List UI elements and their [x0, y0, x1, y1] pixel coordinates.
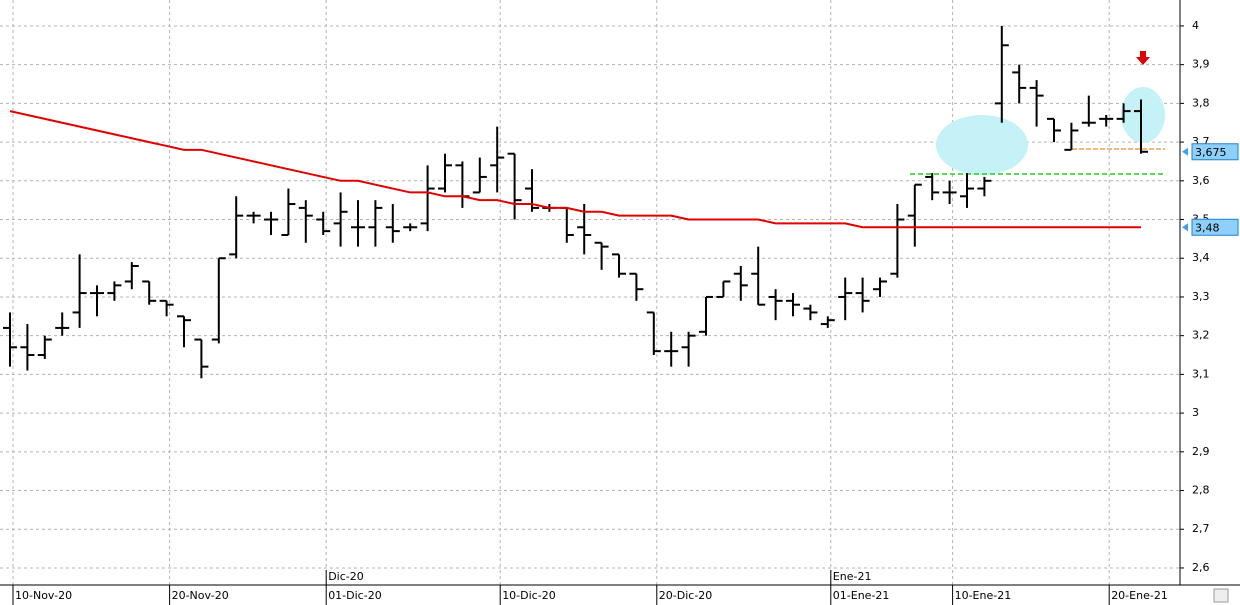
price-tag-pointer: [1182, 147, 1188, 156]
price-tag-label: 3,675: [1195, 146, 1227, 159]
y-tick-label: 2,7: [1192, 522, 1210, 535]
plot: [3, 25, 1148, 379]
y-tick-label: 3,2: [1192, 329, 1210, 342]
y-tick-label: 3,3: [1192, 290, 1210, 303]
y-tick-label: 4: [1192, 19, 1199, 32]
y-tick-label: 2,9: [1192, 445, 1210, 458]
icon[interactable]: [1213, 588, 1229, 603]
y-tick-label: 2,8: [1192, 484, 1210, 497]
x-tick-label: 20-Ene-21: [1111, 589, 1168, 602]
x-tick-label: 20-Dic-20: [659, 589, 713, 602]
arrow-down: [1136, 51, 1150, 65]
month-label: Ene-21: [833, 570, 872, 583]
y-tick-label: 3,9: [1192, 58, 1210, 71]
price-tag: [1191, 218, 1239, 236]
price-tag-label: 3,48: [1195, 221, 1220, 234]
month-label: Dic-20: [328, 570, 364, 583]
x-tick-label: 01-Ene-21: [833, 589, 890, 602]
y-tick-label: 3: [1192, 406, 1199, 419]
x-tick-label: 10-Nov-20: [15, 589, 72, 602]
highlight: [1121, 87, 1165, 143]
price-tag: [1191, 143, 1239, 161]
moving-average: [9, 110, 1141, 229]
grid: [0, 0, 1180, 585]
y-tick-label: 2,6: [1192, 561, 1210, 574]
x-tick-label: 01-Dic-20: [328, 589, 382, 602]
price-tag-pointer: [1182, 223, 1188, 232]
y-tick-label: 3,6: [1192, 174, 1210, 187]
y-tick-label: 3,1: [1192, 367, 1210, 380]
x-tick-label: 20-Nov-20: [172, 589, 229, 602]
highlight: [936, 115, 1028, 175]
y-tick-label: 3,8: [1192, 96, 1210, 109]
x-tick-label: 10-Dic-20: [502, 589, 556, 602]
x-tick-label: 10-Ene-21: [955, 589, 1012, 602]
y-tick-label: 3,4: [1192, 251, 1210, 264]
